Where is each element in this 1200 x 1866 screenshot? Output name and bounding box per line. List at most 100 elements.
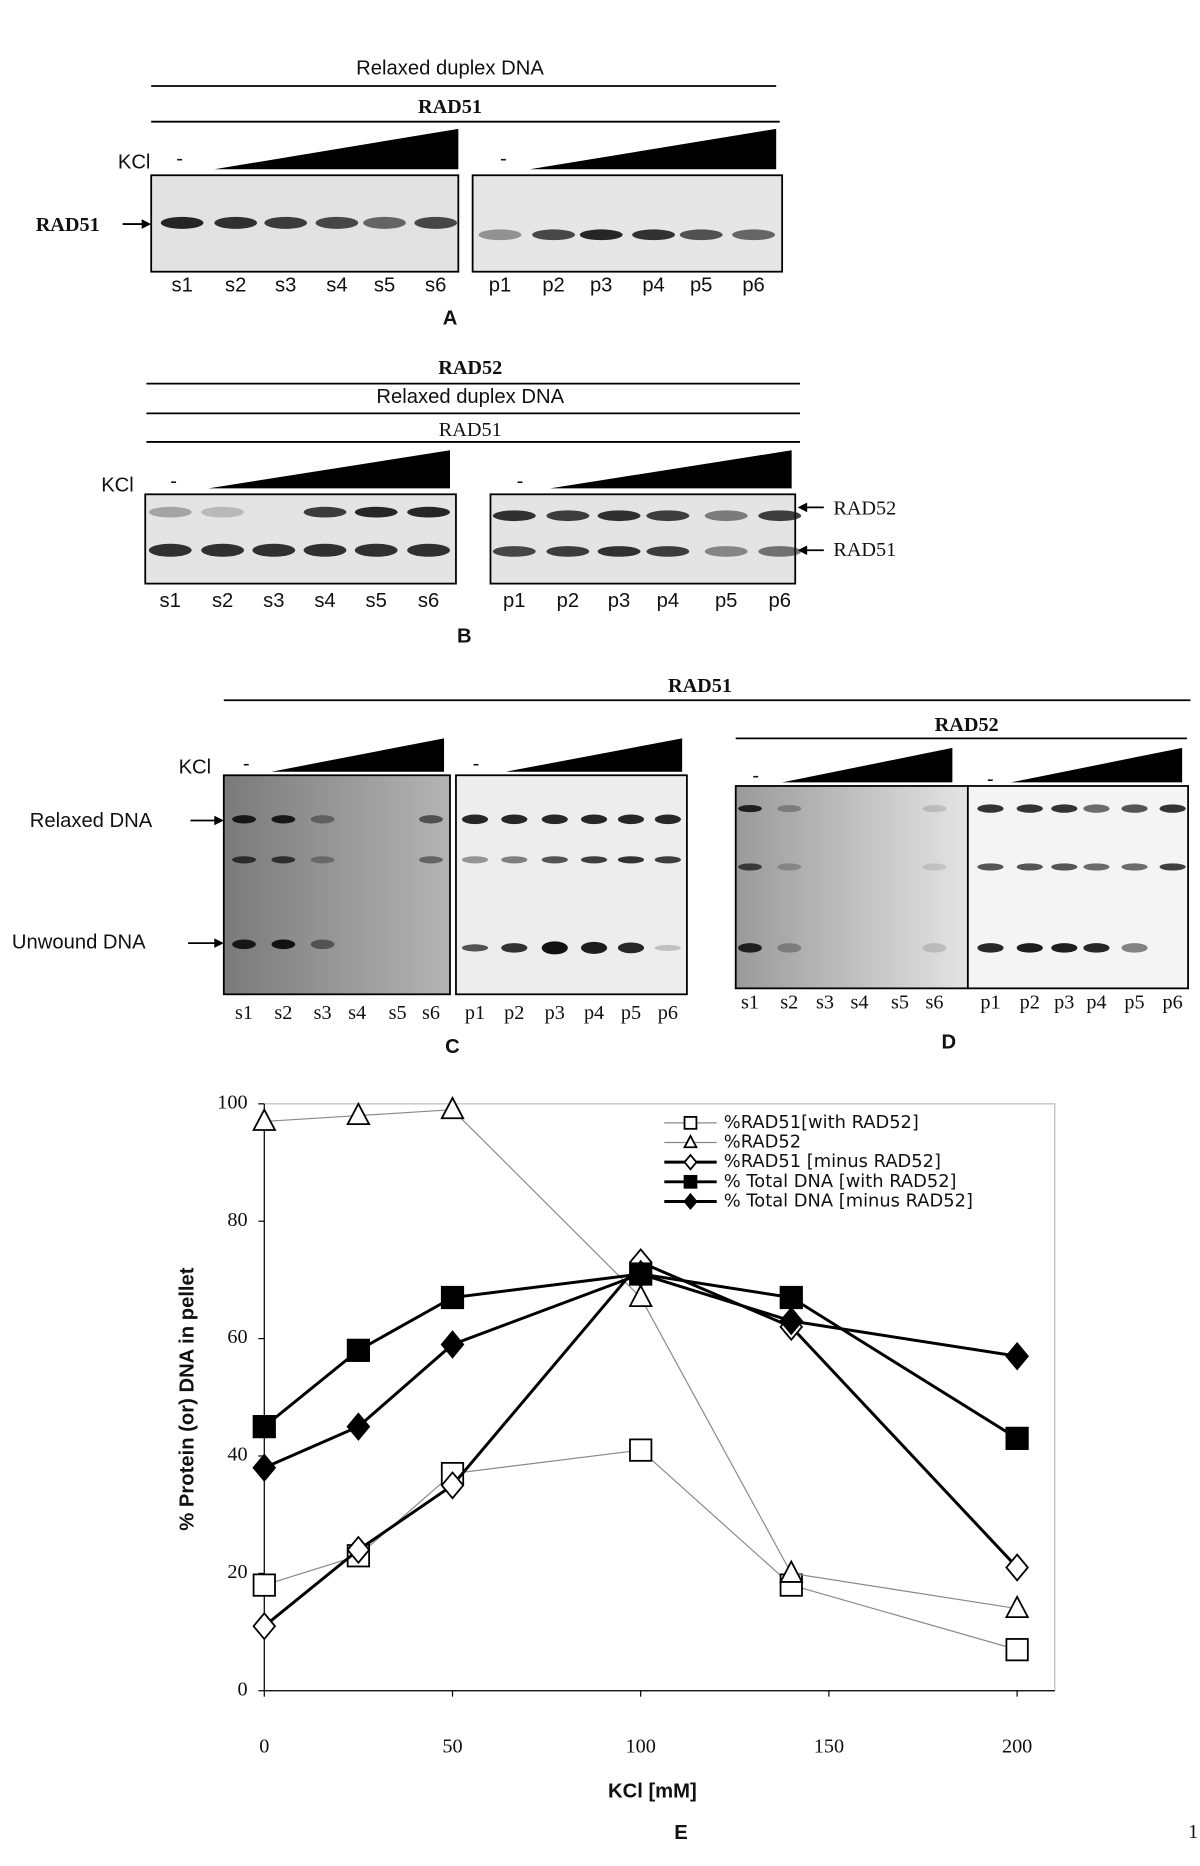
- band: [315, 216, 359, 229]
- band: [758, 510, 802, 522]
- lane-label: p6: [742, 274, 765, 296]
- gel: [222, 774, 451, 996]
- x-tick-label: 100: [626, 1736, 656, 1758]
- kcl-label: KCl: [101, 474, 134, 496]
- lane-label: s2: [212, 590, 233, 612]
- header: Relaxed duplex DNA: [376, 386, 564, 408]
- band: [354, 543, 398, 557]
- band: [478, 229, 522, 241]
- band: [579, 229, 623, 241]
- protein-label: RAD51: [36, 214, 100, 236]
- y-tick-label: 0: [238, 1678, 248, 1700]
- lane-label: p5: [690, 274, 713, 296]
- band: [232, 856, 256, 864]
- arrow-head: [214, 938, 224, 948]
- marker: [346, 1101, 371, 1126]
- band: [777, 805, 802, 813]
- band: [461, 814, 489, 825]
- marker: [1004, 1594, 1030, 1619]
- band: [271, 856, 296, 864]
- band: [646, 546, 690, 557]
- band: [580, 856, 608, 864]
- band: [1051, 943, 1078, 953]
- band: [597, 546, 641, 557]
- kcl-label: KCl: [179, 756, 212, 778]
- band: [738, 943, 762, 953]
- wedge: [208, 450, 450, 489]
- minus: -: [517, 471, 524, 493]
- lane-label: p1: [465, 1002, 485, 1024]
- marker: [629, 1438, 653, 1462]
- marker: [440, 1095, 465, 1120]
- y-tick-label: 80: [227, 1209, 247, 1231]
- lane-label: p3: [590, 274, 613, 296]
- panel-letter: D: [942, 1031, 957, 1053]
- band: [1121, 804, 1148, 813]
- arrow-head: [797, 545, 808, 556]
- wedge: [529, 128, 777, 170]
- lane-label: p1: [489, 274, 511, 296]
- marker: [683, 1192, 698, 1210]
- marker: [440, 1471, 465, 1500]
- x-axis-label: KCl [mM]: [608, 1780, 697, 1802]
- lane-label: p2: [504, 1002, 524, 1024]
- panel-letter: C: [445, 1036, 460, 1058]
- band: [977, 943, 1004, 953]
- y-tick-label: 40: [227, 1444, 247, 1466]
- marker: [1005, 1638, 1029, 1662]
- band: [1159, 863, 1186, 871]
- lane-label: s6: [418, 590, 439, 612]
- band: [1051, 863, 1078, 871]
- band: [303, 506, 347, 518]
- lane-label: p5: [621, 1002, 641, 1024]
- band: [310, 815, 335, 824]
- band: [922, 863, 947, 871]
- band: [1121, 943, 1148, 953]
- band: [532, 229, 575, 241]
- minus: -: [752, 765, 759, 787]
- lane-label: p4: [657, 590, 680, 612]
- lane-label: p4: [1086, 991, 1106, 1013]
- lane-label: s4: [851, 991, 869, 1013]
- lane-label: s4: [314, 590, 335, 612]
- band: [492, 510, 536, 522]
- header: Relaxed duplex DNA: [356, 58, 544, 80]
- header: RAD52: [438, 357, 502, 379]
- band: [354, 506, 398, 518]
- marker: [346, 1412, 371, 1441]
- band: [407, 506, 450, 518]
- lane-label: s4: [326, 274, 347, 296]
- legend-label: % Total DNA [with RAD52]: [724, 1171, 957, 1192]
- marker: [628, 1259, 653, 1289]
- x-tick-label: 150: [814, 1736, 844, 1758]
- lane-label: p1: [503, 590, 525, 612]
- marker: [1005, 1341, 1029, 1371]
- lane-label: s4: [348, 1002, 366, 1024]
- minus: -: [987, 768, 994, 790]
- wedge: [505, 738, 683, 772]
- series-line: [263, 1260, 1019, 1628]
- lane-label: s3: [275, 274, 296, 296]
- band: [1159, 804, 1186, 813]
- arrow-head: [797, 502, 808, 513]
- gel: [455, 774, 688, 996]
- band: [201, 543, 245, 557]
- band: [461, 944, 489, 952]
- y-tick-label: 60: [227, 1326, 247, 1348]
- wedge: [214, 128, 459, 170]
- legend-label: %RAD51 [minus RAD52]: [724, 1151, 941, 1172]
- arrow-head: [214, 815, 224, 826]
- page-number: 1: [1188, 1821, 1198, 1843]
- marker: [346, 1535, 371, 1565]
- panel-letter: E: [674, 1822, 688, 1844]
- lane-label: p1: [980, 991, 1000, 1013]
- band-label: Unwound DNA: [12, 931, 146, 953]
- band: [214, 216, 258, 229]
- band: [922, 805, 947, 813]
- band: [654, 856, 681, 864]
- band: [580, 941, 608, 954]
- marker: [779, 1285, 803, 1310]
- lane-label: s3: [314, 1002, 332, 1024]
- header: RAD51: [668, 675, 732, 697]
